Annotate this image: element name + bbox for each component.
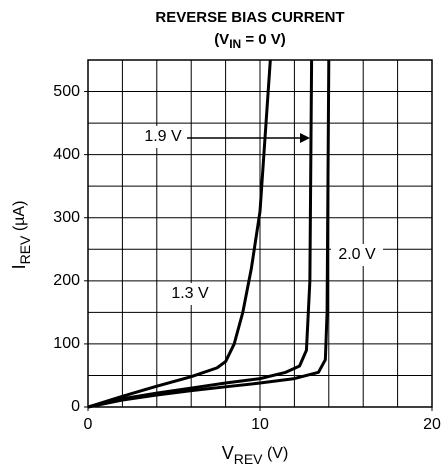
y-tick-label: 300 bbox=[53, 209, 80, 226]
chart-title: REVERSE BIAS CURRENT bbox=[155, 9, 344, 26]
arrow-head bbox=[300, 133, 310, 143]
x-tick-label: 20 bbox=[423, 416, 441, 433]
x-label-unit: (V) bbox=[263, 445, 289, 462]
chart-subtitle: (VIN = 0 V) bbox=[214, 31, 286, 51]
subtitle-sub: IN bbox=[229, 37, 241, 51]
label-background bbox=[137, 126, 189, 148]
x-label-main: V bbox=[222, 443, 234, 463]
subtitle-part: (V bbox=[214, 31, 229, 48]
series-label: 1.9 V bbox=[144, 128, 182, 145]
y-tick-label: 400 bbox=[53, 146, 80, 163]
y-tick-label: 100 bbox=[53, 335, 80, 352]
series-line bbox=[87, 59, 331, 409]
y-tick-label: 500 bbox=[53, 83, 80, 100]
series-label: 2.0 V bbox=[338, 246, 376, 263]
subtitle-part: = 0 V) bbox=[241, 31, 286, 48]
label-background bbox=[331, 244, 383, 266]
x-label-sub: REV bbox=[234, 451, 263, 467]
y-label-sub: REV bbox=[17, 235, 33, 264]
x-tick-label: 0 bbox=[84, 416, 93, 433]
x-tick-label: 10 bbox=[251, 416, 269, 433]
y-tick-label: 0 bbox=[71, 398, 80, 415]
y-label-main: I bbox=[9, 264, 29, 269]
series-label: 1.3 V bbox=[171, 285, 209, 302]
label-background bbox=[164, 283, 216, 305]
y-axis-label: IREV (µA) bbox=[9, 201, 33, 270]
y-tick-label: 200 bbox=[53, 272, 80, 289]
y-label-unit: (µA) bbox=[11, 201, 28, 236]
series-line bbox=[87, 59, 314, 409]
x-axis-label: VREV (V) bbox=[222, 443, 289, 467]
series-line bbox=[87, 59, 272, 409]
